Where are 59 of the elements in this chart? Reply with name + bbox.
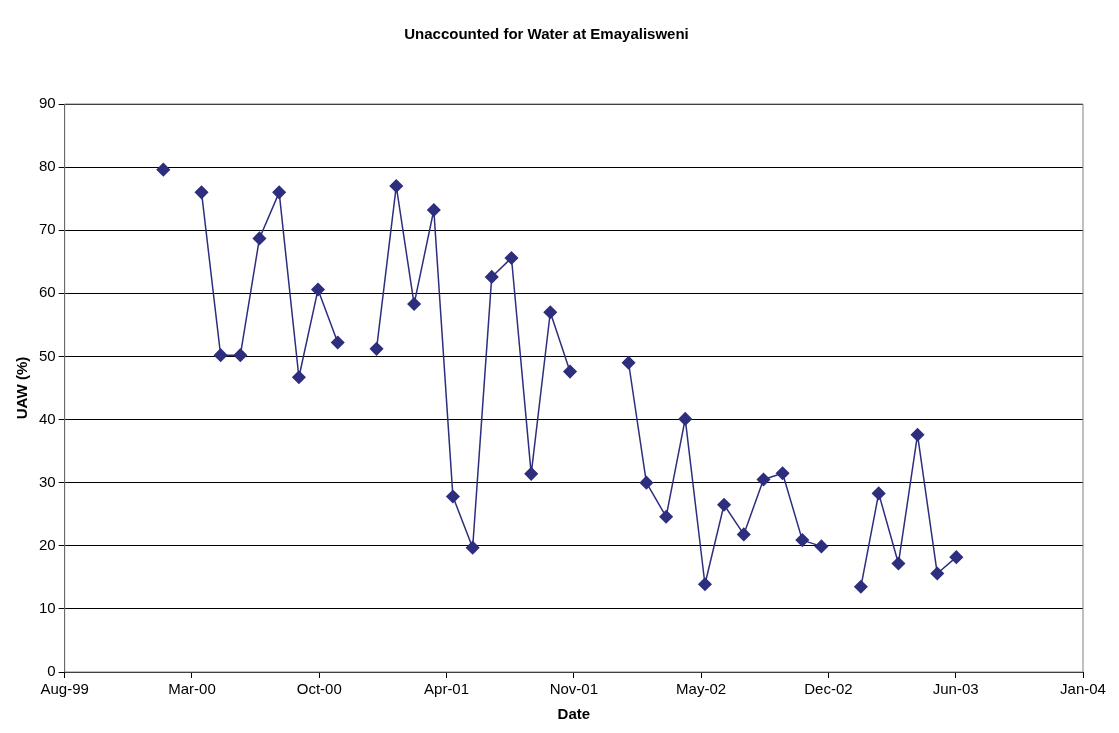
point [272, 185, 286, 200]
point [871, 486, 886, 501]
point [891, 556, 906, 571]
point [621, 356, 636, 370]
point [465, 540, 480, 555]
point [775, 466, 790, 480]
point [446, 489, 460, 504]
point [949, 550, 964, 564]
y-tick-label: 90 [39, 94, 56, 112]
x-axis-title: Date [557, 705, 591, 723]
point [930, 566, 944, 581]
point [737, 527, 751, 542]
point [407, 297, 421, 311]
x-tick-label: Dec-02 [804, 680, 853, 698]
x-tick-label: Oct-00 [296, 680, 342, 698]
point [252, 231, 267, 246]
y-tick-label: 70 [39, 220, 56, 238]
y-tick-label: 60 [39, 283, 56, 301]
point [330, 335, 345, 350]
point [563, 364, 577, 379]
y-tick-label: 0 [47, 662, 56, 680]
point [814, 539, 829, 554]
point [795, 533, 810, 547]
point [524, 467, 538, 481]
x-tick-label: Jun-03 [932, 680, 979, 698]
x-tick-label: Jan-04 [1060, 680, 1106, 698]
point [678, 412, 692, 426]
y-tick-label: 50 [39, 346, 56, 364]
y-tick-label: 80 [39, 157, 56, 175]
point [292, 370, 306, 385]
point [427, 203, 441, 217]
point [717, 498, 731, 512]
chart-title: Unaccounted for Water at Emayalisweni [404, 25, 689, 43]
point [756, 472, 771, 487]
point [504, 251, 519, 265]
point [484, 270, 499, 284]
point [311, 282, 325, 297]
point [910, 427, 925, 442]
point [659, 510, 673, 524]
x-tick-label: Nov-01 [549, 680, 599, 698]
y-tick-label: 30 [39, 472, 56, 490]
point [639, 475, 654, 490]
point [194, 185, 209, 200]
x-tick-label: May-02 [676, 680, 727, 698]
x-tick-label: Mar-00 [168, 680, 216, 698]
point [698, 577, 712, 592]
y-axis-title: UAW (%) [13, 356, 31, 420]
point [156, 162, 171, 177]
y-tick-label: 40 [39, 409, 56, 427]
point [233, 348, 248, 362]
point [389, 179, 404, 193]
point [213, 348, 228, 362]
y-tick-label: 20 [39, 535, 56, 553]
point [369, 342, 384, 356]
x-tick-label: Apr-01 [424, 680, 470, 698]
x-tick-label: Aug-99 [40, 680, 89, 698]
point [854, 580, 868, 594]
point [543, 305, 558, 320]
y-tick-label: 10 [39, 599, 56, 617]
